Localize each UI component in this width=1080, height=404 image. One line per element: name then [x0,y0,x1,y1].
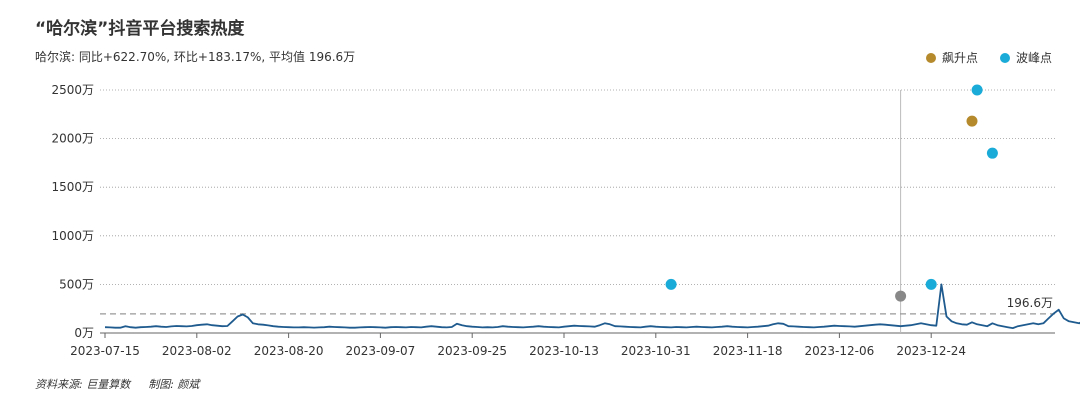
marker-surge [966,115,978,127]
y-tick-label: 1500万 [51,180,94,194]
average-label: 196.6万 [1007,296,1053,310]
x-tick-label: 2023-09-25 [437,344,507,358]
x-tick-label: 2023-10-13 [529,344,599,358]
legend-surge-dot-icon [925,52,936,63]
credit-text: 制图: 颜斌 [148,378,200,391]
x-tick-label: 2023-10-31 [621,344,691,358]
legend-item-peak: 波峰点 [999,49,1052,66]
x-tick-label: 2023-08-02 [162,344,232,358]
legend-peak-label: 波峰点 [1015,51,1052,65]
x-tick-label: 2023-09-07 [346,344,416,358]
marker-peak [986,147,998,159]
x-tick-label: 2023-12-24 [896,344,966,358]
y-tick-label: 0万 [74,326,94,340]
source-text: 资料来源: 巨量算数 [35,378,131,391]
series-line [104,283,1080,330]
legend-item-surge: 飙升点 [925,49,978,66]
x-tick-label: 2023-11-18 [713,344,783,358]
x-tick-label: 2023-07-15 [70,344,140,358]
y-tick-label: 500万 [59,277,94,291]
marker-other [895,290,907,302]
legend-surge-label: 飙升点 [941,51,978,65]
y-tick-label: 2000万 [51,132,94,146]
x-tick-label: 2023-08-20 [254,344,324,358]
y-tick-label: 1000万 [51,229,94,243]
chart-subtitle: 哈尔滨: 同比+622.70%, 环比+183.17%, 平均值 196.6万 [35,50,356,64]
chart-title: “哈尔滨”抖音平台搜索热度 [35,19,245,39]
marker-peak [665,278,677,290]
y-tick-label: 2500万 [51,83,94,97]
x-tick-label: 2023-12-06 [805,344,875,358]
marker-peak [971,84,983,96]
marker-peak [925,278,937,290]
legend: 飙升点 波峰点 [925,49,1052,66]
footer: 资料来源: 巨量算数 制图: 颜斌 [35,376,199,392]
legend-peak-dot-icon [999,52,1010,63]
